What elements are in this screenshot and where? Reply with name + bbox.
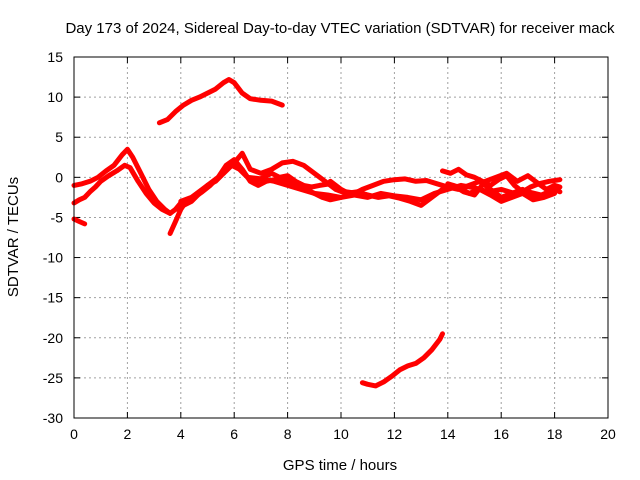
series-arc-m	[359, 331, 445, 389]
y-tick-label: 15	[47, 49, 63, 65]
plot-frame	[73, 56, 609, 419]
series-arc-l	[445, 181, 558, 204]
x-tick-label: 6	[230, 426, 238, 442]
x-tick-label: 10	[333, 426, 349, 442]
x-tick-label: 0	[70, 426, 78, 442]
y-tick-label: 5	[55, 129, 63, 145]
y-tick-label: -25	[43, 370, 63, 386]
y-tick-label: -10	[43, 250, 63, 266]
series-arc-k	[440, 166, 563, 195]
x-tick-label: 2	[124, 426, 132, 442]
x-tick-label: 8	[284, 426, 292, 442]
y-axis-label: SDTVAR / TECUs	[5, 177, 22, 297]
y-tick-label: -20	[43, 330, 63, 346]
y-tick-labels: 15 10 5 0 -5 -10 -15 -20 -25 -30	[43, 49, 63, 426]
x-axis-label: GPS time / hours	[283, 457, 397, 474]
x-tick-label: 18	[547, 426, 563, 442]
y-tick-label: 10	[47, 89, 63, 105]
y-tick-label: 0	[55, 169, 63, 185]
y-tick-label: -15	[43, 290, 63, 306]
x-tick-labels: 0 2 4 6 8 10 12 14 16 18 20	[70, 426, 616, 442]
grid-lines	[73, 56, 609, 419]
x-tick-label: 14	[440, 426, 456, 442]
x-tick-label: 4	[177, 426, 185, 442]
series-arc-d	[156, 77, 285, 126]
y-tick-label: -5	[51, 209, 64, 225]
data-series	[71, 77, 563, 389]
series-arc-b	[71, 162, 173, 216]
x-tick-label: 12	[387, 426, 403, 442]
chart-title: Day 173 of 2024, Sidereal Day-to-day VTE…	[65, 20, 615, 37]
series-arc-i	[327, 176, 558, 200]
x-tick-label: 16	[493, 426, 509, 442]
x-tick-label: 20	[600, 426, 616, 442]
y-tick-label: -30	[43, 410, 63, 426]
series-arc-c	[71, 216, 88, 227]
